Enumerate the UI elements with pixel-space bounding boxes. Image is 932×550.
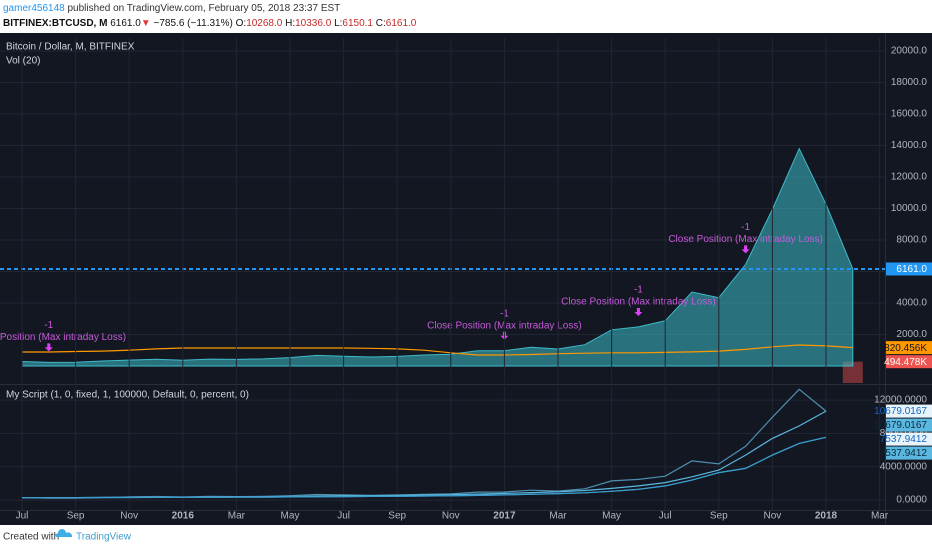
- script-value-label-box: [886, 432, 932, 446]
- pane: [0, 388, 885, 501]
- script-line: [21, 388, 827, 499]
- footer: Created with TradingView: [3, 529, 132, 543]
- y-tick-label: 20000.0: [891, 46, 928, 57]
- script-value-label: 10679.0167: [874, 406, 927, 417]
- last-price-label-box: [886, 262, 932, 276]
- volume-ma-label-box: [886, 341, 932, 355]
- annotation-arrow: [634, 307, 643, 316]
- footer-created: Created with: [3, 532, 59, 543]
- annotation-arrow: [741, 245, 750, 254]
- annotation-qty: -1: [741, 222, 750, 233]
- volume-ma-line: [22, 344, 853, 356]
- arrow: ▼: [141, 18, 151, 29]
- ohlc-label: H:: [285, 18, 295, 29]
- ohlc-value: 10268.0: [246, 18, 283, 29]
- y-tick-label: 0.0000: [896, 495, 927, 506]
- y-tick-label: 2000.0: [896, 329, 927, 340]
- x-tick-label: May: [602, 511, 621, 522]
- price: 6161.0: [110, 18, 141, 29]
- header-line-2: BITFINEX:BTCUSD, M 6161.0▼ −785.6 (−11.3…: [3, 18, 417, 29]
- x-tick-label: Mar: [228, 511, 246, 522]
- script-value-label-box: [886, 418, 932, 432]
- volume-label: 494.478K: [884, 357, 927, 368]
- script-value-label: 7537.9412: [880, 448, 928, 459]
- header-line-1: gamer456148 published on TradingView.com…: [3, 3, 340, 14]
- annotation-arrow: [44, 343, 53, 352]
- x-tick-label: 2016: [172, 511, 195, 522]
- annotation-text: Close Position (Max intraday Loss): [561, 297, 716, 308]
- annotation-text: Close Position (Max intraday Loss): [668, 234, 823, 245]
- annotation-qty: -1: [44, 320, 53, 331]
- y-tick-label: 16000.0: [891, 109, 928, 120]
- y-tick-label: 18000.0: [891, 77, 928, 88]
- change: −785.6 (−11.31%): [154, 18, 233, 29]
- ohlc-value: 10336.0: [295, 18, 332, 29]
- chart-title: Bitcoin / Dollar, M, BITFINEX: [6, 42, 135, 53]
- x-tick-label: Jul: [337, 511, 350, 522]
- x-tick-label: May: [281, 511, 300, 522]
- footer-brand[interactable]: TradingView: [76, 532, 132, 543]
- y-tick-label: 8000.0: [896, 235, 927, 246]
- annotation-qty: -1: [634, 285, 643, 296]
- x-tick-label: Mar: [871, 511, 889, 522]
- x-tick-label: Jul: [16, 511, 29, 522]
- price-area: [21, 147, 854, 367]
- x-tick-label: Nov: [764, 511, 782, 522]
- y-tick-label: 12000.0000: [874, 395, 927, 406]
- y-tick-label: 4000.0: [896, 298, 927, 309]
- volume-title: Vol (20): [6, 56, 40, 67]
- script-line: [22, 436, 827, 499]
- y-tick-label: 12000.0: [891, 172, 928, 183]
- chart-title: My Script (1, 0, fixed, 1, 100000, Defau…: [6, 390, 249, 401]
- y-tick-label: 14000.0: [891, 140, 928, 151]
- author[interactable]: gamer456148: [3, 3, 65, 14]
- x-tick-label: Sep: [67, 511, 85, 522]
- volume-ma-label: 820.456K: [884, 343, 927, 354]
- x-tick-label: Sep: [710, 511, 728, 522]
- x-tick-label: Sep: [388, 511, 406, 522]
- x-tick-label: 2017: [493, 511, 516, 522]
- symbol: BITFINEX:BTCUSD, M: [3, 18, 107, 29]
- ohlc-label: O:: [236, 18, 247, 29]
- volume-label-box: [886, 355, 932, 369]
- y-tick-label: 10000.0: [891, 203, 928, 214]
- script-value-label: 10679.0167: [874, 420, 927, 431]
- volume-bar: [842, 361, 863, 383]
- script-value-label-box: [886, 404, 932, 418]
- script-value-label-box: [886, 446, 932, 460]
- annotation-text: Close Position (Max intraday Loss): [0, 332, 126, 343]
- script-value-label: 7537.9412: [880, 434, 928, 445]
- ohlc-label: C:: [376, 18, 386, 29]
- x-tick-label: Jul: [659, 511, 672, 522]
- x-tick-label: 2018: [815, 511, 838, 522]
- x-tick-label: Nov: [120, 511, 138, 522]
- ohlc-value: 6150.1: [342, 18, 373, 29]
- logo: [55, 529, 73, 537]
- x-tick-label: Nov: [442, 511, 460, 522]
- last-price-label: 6161.0: [896, 264, 927, 275]
- ohlc-value: 6161.0: [386, 18, 417, 29]
- published: published on TradingView.com, February 0…: [68, 3, 341, 14]
- ohlc-label: L:: [334, 18, 342, 29]
- y-tick-label: 4000.0000: [880, 461, 928, 472]
- x-tick-label: Mar: [549, 511, 567, 522]
